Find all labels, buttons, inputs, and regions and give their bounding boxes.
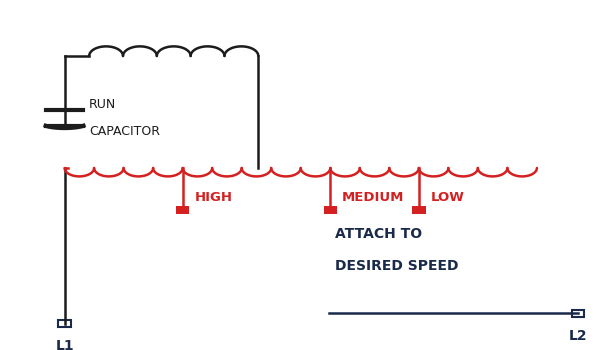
Bar [323, 206, 337, 214]
Text: HIGH: HIGH [194, 191, 232, 204]
Text: L1: L1 [55, 340, 74, 350]
Text: RUN: RUN [89, 98, 116, 111]
Text: MEDIUM: MEDIUM [342, 191, 405, 204]
Bar [412, 206, 426, 214]
Bar [176, 206, 189, 214]
Text: LOW: LOW [430, 191, 464, 204]
Text: ATTACH TO: ATTACH TO [335, 228, 423, 241]
Text: CAPACITOR: CAPACITOR [89, 125, 160, 138]
Bar [572, 310, 584, 317]
Text: L2: L2 [569, 329, 587, 343]
Bar [58, 320, 71, 327]
Text: DESIRED SPEED: DESIRED SPEED [335, 259, 459, 273]
